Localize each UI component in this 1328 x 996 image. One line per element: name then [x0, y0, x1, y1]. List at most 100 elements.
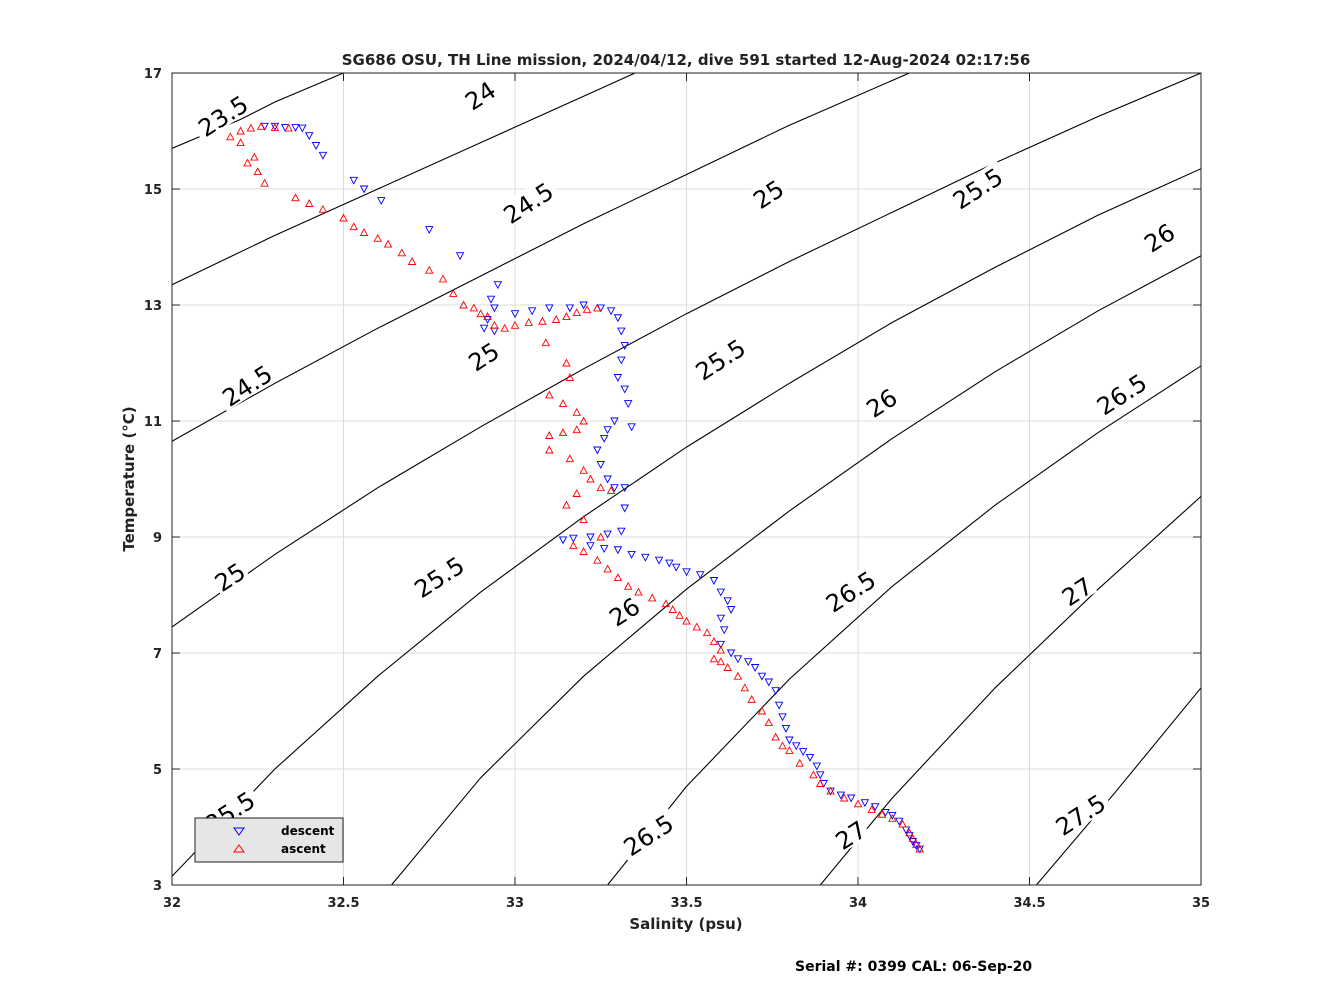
contour-label-bg — [1055, 571, 1098, 610]
ascent-point — [603, 564, 612, 573]
contour-label: 27 — [1057, 572, 1098, 612]
ascent-point — [795, 758, 804, 767]
ascent-point — [593, 555, 602, 564]
x-tick-label: 34 — [849, 896, 867, 911]
ascent-point — [270, 123, 280, 131]
contour-label-group: 23.5 — [189, 87, 255, 143]
contour-line-26 — [391, 255, 1201, 885]
ascent-point — [579, 416, 588, 425]
ascent-point — [572, 425, 581, 434]
ascent-point — [291, 193, 300, 202]
contour-line-24.5 — [172, 73, 910, 442]
ascent-point — [469, 303, 479, 312]
descent-point — [743, 658, 753, 667]
ascent-point — [490, 320, 499, 329]
contour-line-26.5 — [607, 365, 1201, 885]
descent-point — [424, 226, 434, 235]
descent-point — [726, 649, 736, 658]
x-tick-label: 33 — [506, 896, 524, 911]
ascent-point — [905, 828, 914, 837]
contour-label: 26 — [862, 384, 903, 424]
series-ascent — [226, 121, 924, 853]
x-tick-label: 35 — [1192, 896, 1210, 911]
y-tick-label: 3 — [153, 879, 162, 894]
contour-label-group: 25.5 — [405, 548, 471, 604]
ascent-point — [572, 489, 581, 497]
ascent-point — [771, 732, 780, 741]
descent-point — [860, 799, 870, 808]
descent-point — [733, 655, 743, 664]
x-tick-label: 32 — [163, 896, 181, 911]
descent-point — [291, 124, 300, 132]
legend-box — [194, 817, 344, 863]
y-axis-label: Temperature (°C) — [120, 406, 138, 551]
descent-point — [579, 301, 588, 310]
ascent-point — [246, 123, 256, 132]
contour-label-group: 26 — [1137, 217, 1180, 258]
descent-point — [596, 461, 606, 469]
ascent-point — [524, 317, 533, 326]
contour-label-bg — [746, 173, 789, 213]
ascent-point — [449, 288, 458, 297]
chart-title: SG686 OSU, TH Line mission, 2024/04/12, … — [342, 51, 1031, 69]
ascent-point — [538, 316, 547, 325]
descent-point — [781, 724, 791, 733]
descent-point — [510, 310, 520, 319]
contour-label: 27 — [831, 816, 872, 856]
ascent-point — [709, 654, 719, 663]
ascent-point — [558, 399, 568, 408]
contour-line-23.5 — [172, 73, 344, 149]
descent-point — [603, 426, 612, 435]
ascent-point — [424, 265, 434, 274]
ascent-point — [586, 474, 595, 483]
ascent-point — [318, 204, 328, 213]
y-tick-label: 17 — [144, 67, 162, 82]
x-tick-label: 34.5 — [1013, 896, 1045, 911]
contour-label-group: 26 — [602, 591, 645, 632]
ascent-point — [572, 308, 581, 316]
contour-label: 26 — [1139, 218, 1180, 258]
ascent-point — [733, 671, 743, 680]
contour-label-group: 26.5 — [817, 563, 883, 618]
ascent-point — [500, 323, 509, 332]
ascent-point — [682, 616, 691, 625]
descent-point — [565, 304, 575, 313]
ascent-point — [613, 573, 623, 582]
ascent-point — [236, 126, 245, 135]
descent-point — [716, 614, 726, 623]
descent-point — [757, 672, 767, 681]
contour-label-bg — [615, 807, 681, 861]
ascent-point — [236, 138, 245, 147]
descent-point — [599, 434, 609, 443]
legend-ascent-marker — [233, 844, 245, 853]
contour-label-bg — [602, 591, 645, 631]
ascent-point — [675, 610, 684, 619]
ascent-point — [747, 694, 756, 703]
series-descent — [260, 122, 924, 854]
x-axis-ticks: 32 32.5 33 33.5 34 34.5 35 — [163, 73, 1210, 911]
ascent-point — [596, 483, 606, 492]
descent-point — [771, 687, 780, 696]
ascent-point — [668, 605, 678, 613]
y-tick-label: 13 — [144, 299, 162, 314]
descent-point — [665, 559, 674, 568]
ascent-point — [709, 636, 719, 645]
ascent-point — [596, 532, 606, 541]
ascent-point — [359, 228, 369, 236]
descent-point — [836, 791, 846, 800]
contour-label-bg — [495, 174, 561, 229]
ascent-point — [572, 407, 581, 416]
descent-point — [490, 327, 499, 336]
contour-line-27.5 — [1035, 687, 1201, 885]
descent-point — [774, 701, 784, 710]
contour-label-bg — [1047, 786, 1113, 841]
descent-point — [654, 556, 664, 565]
descent-point — [881, 809, 890, 817]
ascent-point — [284, 123, 293, 132]
y-axis-ticks: 3 5 7 9 11 13 15 17 — [144, 67, 1201, 894]
descent-point — [778, 713, 787, 722]
ascent-point — [545, 390, 554, 399]
ascent-point — [565, 373, 575, 381]
descent-point — [620, 504, 630, 513]
ascent-point — [569, 541, 578, 550]
